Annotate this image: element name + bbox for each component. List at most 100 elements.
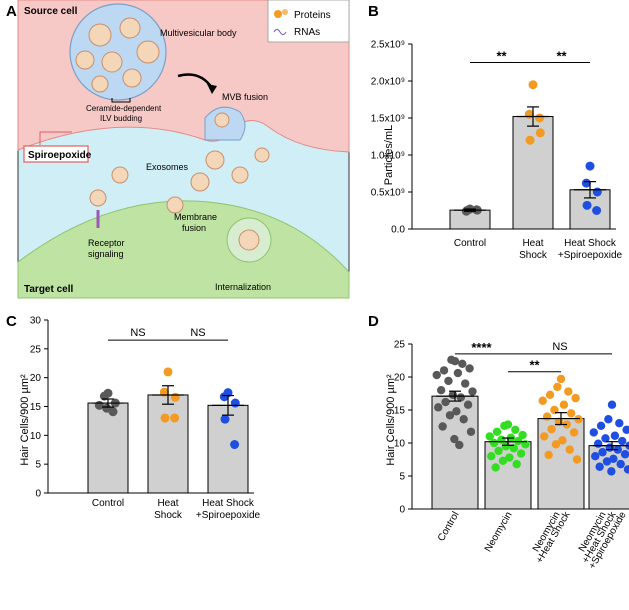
panel-d-point-2-8 [567, 409, 576, 418]
panel-d-point-3-9 [593, 439, 603, 448]
panel-d-point-1-16 [505, 453, 514, 462]
panel-c-ytick-label-1: 5 [35, 460, 41, 471]
legend-box [267, 0, 350, 43]
panel-d-point-2-6 [559, 400, 569, 409]
panel-d-point-3-13 [598, 448, 607, 457]
panel-c-bar-2 [207, 404, 249, 494]
panel-d-point-3-16 [609, 454, 618, 464]
panel-b-bar-1 [512, 116, 554, 230]
panel-c-point-1-2 [170, 392, 180, 402]
panel-d-ytick-label-0: 0 [399, 505, 405, 516]
panel-d-point-0-1 [447, 355, 456, 365]
panel-b-sig-label-0: ** [496, 49, 507, 64]
ceramide-label-2: ILV budding [100, 114, 142, 123]
panel-b-sig-label-1: ** [556, 49, 567, 64]
panel-c-point-2-1 [219, 392, 229, 402]
panel-c-bar-1 [147, 394, 189, 494]
panel-b-ytick-label-4: 2.0x10⁹ [371, 77, 405, 88]
panel-c-label: C [6, 313, 17, 330]
panel-d-point-1-17 [498, 456, 508, 466]
panel-b-point-2-1 [581, 178, 591, 188]
panel-b-ytick-label-5: 2.5x10⁹ [371, 40, 405, 51]
panel-d-point-2-20 [572, 455, 582, 464]
panel-d-point-1-18 [512, 459, 521, 469]
panel-d-ytick-label-2: 10 [394, 439, 406, 450]
legend-rnas: RNAs [294, 27, 320, 38]
panel-d-point-0-9 [436, 386, 446, 395]
panel-d-ytick-label-3: 15 [394, 406, 406, 417]
panel-d-point-2-2 [564, 387, 573, 396]
panel-c-point-1-3 [160, 413, 170, 423]
panel-d-point-0-21 [450, 434, 459, 444]
panel-a: A Source cell Target cell Multivesicular… [6, 0, 350, 299]
mvb-label: Multivesicular body [160, 28, 237, 38]
panel-d-point-1-2 [511, 425, 520, 434]
panel-d-point-0-12 [456, 393, 465, 402]
protein-icon [274, 9, 288, 18]
panel-a-label: A [6, 3, 17, 20]
panel-d-point-0-17 [445, 411, 455, 420]
rna-icon [273, 29, 287, 35]
target-cell-label: Target cell [24, 284, 73, 295]
internalization-label: Internalization [215, 282, 271, 292]
panel-d-point-1-19 [491, 463, 500, 472]
panel-c-point-2-3 [220, 414, 230, 424]
panel-d-point-3-15 [591, 452, 600, 461]
panel-c-sig-label-1: NS [190, 327, 205, 339]
panel-d-point-1-1 [500, 421, 509, 431]
panel-d-point-0-8 [461, 379, 470, 388]
panel-d-point-3-19 [595, 462, 604, 471]
panel-b: B Particles/mL 0.0 0.5x10⁹ 1.0x10⁹ 1.5x10⁹ 2… [368, 3, 623, 261]
panel-c-point-1-1 [159, 387, 169, 397]
panel-b-xlabel-2-0: Heat Shock [564, 238, 617, 249]
panel-d-point-1-5 [485, 432, 494, 441]
panel-d-point-2-5 [538, 396, 547, 405]
panel-d-point-2-16 [558, 436, 567, 445]
panel-b-point-2-2 [592, 187, 602, 197]
panel-d-point-0-22 [455, 440, 464, 450]
spiroepoxide-label: Spiroepoxide [28, 150, 92, 161]
panel-d-sig-label-1: NS [552, 341, 567, 353]
panel-d-point-2-3 [545, 390, 555, 400]
panel-b-xlabel-0-0: Control [454, 238, 486, 249]
panel-d-point-0-5 [432, 370, 441, 380]
panel-b-point-2-4 [592, 206, 602, 215]
spiroepoxide-box [23, 145, 89, 163]
panel-d-point-2-18 [565, 445, 574, 454]
panel-d-point-3-7 [601, 434, 610, 443]
panel-c-sig-label-0: NS [130, 327, 145, 339]
panel-c-ytick-label-3: 15 [30, 402, 42, 413]
panel-d-point-1-8 [514, 436, 523, 446]
panel-d-point-1-12 [509, 444, 518, 453]
source-cell-label: Source cell [24, 6, 78, 17]
panel-d-point-0-18 [459, 415, 468, 424]
panel-c-xlabel-2-0: Heat Shock [202, 498, 255, 509]
panel-b-point-2-3 [582, 200, 592, 210]
panel-d-point-3-11 [605, 443, 615, 452]
panel-d-point-3-18 [616, 459, 625, 469]
panel-d-point-3-8 [618, 436, 627, 446]
panel-d-xlabel-0-0: Control [436, 510, 462, 543]
receptor-label-2: signaling [88, 249, 124, 259]
panel-b-ylabel: Particles/mL [383, 125, 395, 186]
panel-b-xlabel-1-1: Shock [519, 250, 548, 261]
panel-c-ytick-label-0: 0 [35, 489, 41, 500]
panel-c-point-2-2 [230, 398, 240, 408]
panel-d-point-2-19 [544, 450, 553, 460]
panel-d: D Hair Cells/900 µm² 0 5 10 15 20 25 Control Ne… [368, 313, 629, 571]
panel-d-ylabel: Hair Cells/900 µm² [385, 374, 397, 466]
panel-b-label: B [368, 3, 379, 20]
panel-d-point-2-15 [540, 432, 549, 441]
panel-c-xlabel-2-1: +Spiroepoxide [196, 510, 261, 521]
panel-d-point-3-4 [622, 425, 629, 434]
inhibition-line [39, 131, 72, 145]
mvb-fusion-label: MVB fusion [222, 92, 268, 102]
mvb-arrow-head [207, 84, 217, 94]
panel-b-ytick-label-0: 0.0 [391, 225, 405, 236]
panel-c-xlabel-1-1: Shock [154, 510, 183, 521]
ceramide-bracket [111, 98, 131, 103]
panel-d-point-3-6 [610, 431, 620, 440]
membrane-label-2: fusion [182, 223, 206, 233]
panel-d-point-0-4 [465, 364, 474, 373]
panel-c-ylabel: Hair Cells/900 µm² [19, 374, 31, 466]
